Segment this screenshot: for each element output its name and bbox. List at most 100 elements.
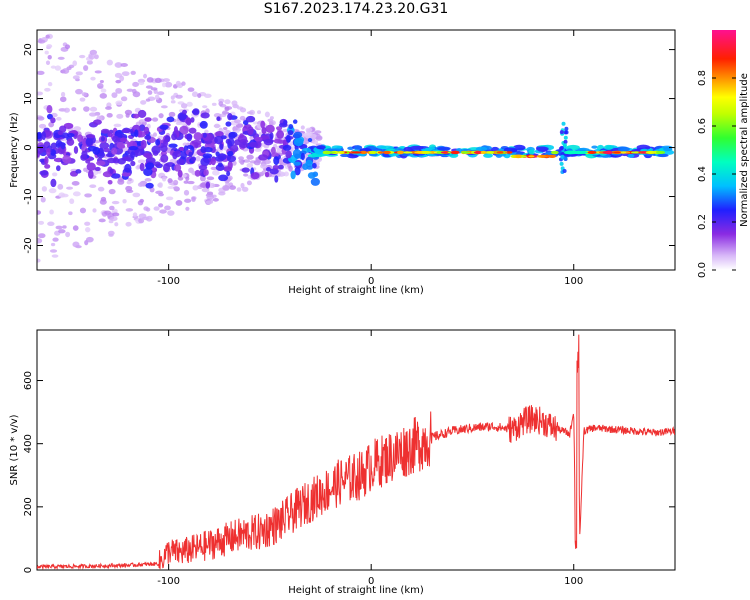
heat-cell	[233, 129, 240, 133]
heat-cell	[144, 178, 152, 182]
heat-cell	[217, 162, 223, 168]
heat-cell	[480, 150, 487, 154]
spectrogram-marks	[37, 33, 675, 263]
heat-cell	[115, 100, 123, 106]
heat-cell	[51, 254, 59, 258]
heat-cell	[331, 145, 342, 150]
heat-cell	[254, 148, 262, 152]
heat-cell	[137, 182, 144, 187]
heat-cell	[264, 111, 270, 118]
heat-cell	[312, 139, 319, 145]
heat-cell	[77, 134, 84, 143]
heat-cell	[72, 191, 81, 197]
heat-cell	[211, 102, 217, 106]
heat-cell	[49, 249, 58, 253]
heat-cell	[630, 151, 642, 154]
heat-cell	[293, 138, 304, 147]
heat-cell	[235, 123, 244, 128]
snr-line	[37, 334, 675, 570]
heat-cell	[97, 186, 105, 192]
heat-cell	[636, 144, 651, 151]
heat-cell	[125, 185, 133, 192]
heat-cell	[191, 91, 199, 98]
heat-cell	[528, 155, 535, 158]
heat-cell	[175, 199, 183, 206]
heat-cell	[216, 116, 221, 122]
heat-cell	[55, 225, 63, 230]
heat-cell	[52, 172, 58, 177]
heat-cell	[248, 141, 259, 148]
chart-title: S167.2023.174.23.20.G31	[263, 1, 449, 17]
heat-cell	[219, 143, 224, 150]
heat-cell	[307, 138, 313, 143]
heat-cell	[121, 172, 132, 177]
heat-cell	[125, 113, 130, 118]
heat-cell	[292, 149, 302, 158]
heat-cell	[307, 172, 316, 179]
heat-cell	[185, 206, 190, 211]
heat-cell	[39, 170, 49, 176]
heat-cell	[79, 207, 87, 214]
heat-cell	[89, 184, 97, 188]
heat-cell	[63, 122, 74, 130]
colorbar-tick-label: 0.0	[697, 262, 708, 278]
heat-cell	[153, 206, 160, 211]
heat-cell	[175, 94, 183, 99]
heat-cell	[574, 150, 583, 155]
heat-cell	[440, 151, 448, 154]
heat-cell	[99, 80, 104, 84]
heat-cell	[421, 151, 432, 154]
heat-cell	[65, 231, 71, 238]
heat-cell	[66, 186, 73, 190]
heat-cell	[159, 209, 167, 214]
heat-cell	[111, 147, 118, 155]
heat-cell	[191, 109, 200, 115]
heat-cell	[276, 126, 283, 131]
heat-cell	[187, 180, 195, 185]
heat-cell	[190, 156, 197, 162]
heat-cell	[37, 258, 41, 263]
heat-cell	[114, 222, 119, 227]
heat-cell	[202, 153, 213, 159]
heat-cell	[96, 160, 106, 166]
heat-cell	[156, 91, 165, 96]
heat-cell	[75, 71, 83, 76]
heat-cell	[272, 164, 280, 170]
heat-cell	[197, 93, 202, 99]
heat-cell	[246, 163, 254, 168]
heat-cell	[66, 138, 75, 146]
heat-cell	[325, 151, 336, 154]
heat-cell	[48, 188, 57, 194]
heat-cell	[409, 145, 424, 150]
y-tick-label: 0	[23, 144, 34, 150]
heat-cell	[66, 133, 75, 138]
heat-cell	[170, 95, 175, 100]
heat-cell	[81, 92, 88, 97]
heat-cell	[99, 142, 110, 149]
heat-cell	[182, 142, 188, 147]
heat-cell	[75, 169, 82, 174]
heat-cell	[106, 112, 113, 118]
heat-cell	[138, 218, 145, 224]
heat-cell	[100, 88, 107, 93]
heat-cell	[179, 125, 189, 135]
heat-cell	[212, 170, 220, 176]
heat-cell	[190, 117, 195, 123]
heat-cell	[503, 147, 518, 153]
heat-cell	[239, 133, 244, 139]
heat-cell	[94, 166, 101, 172]
heat-cell	[111, 135, 119, 143]
heat-cell	[201, 187, 210, 193]
heat-cell	[316, 145, 326, 150]
heat-cell	[100, 128, 110, 134]
colorbar-tick-label: 0.8	[697, 70, 708, 86]
heat-cell	[175, 121, 182, 126]
heat-cell	[274, 175, 279, 183]
heat-cell	[645, 150, 657, 155]
y-tick-label: 10	[23, 92, 34, 105]
heat-cell	[157, 183, 162, 188]
heat-cell	[627, 153, 635, 158]
snr-x-axis-title: Height of straight line (km)	[288, 585, 424, 596]
heat-cell	[117, 158, 126, 165]
heat-cell	[450, 150, 460, 155]
